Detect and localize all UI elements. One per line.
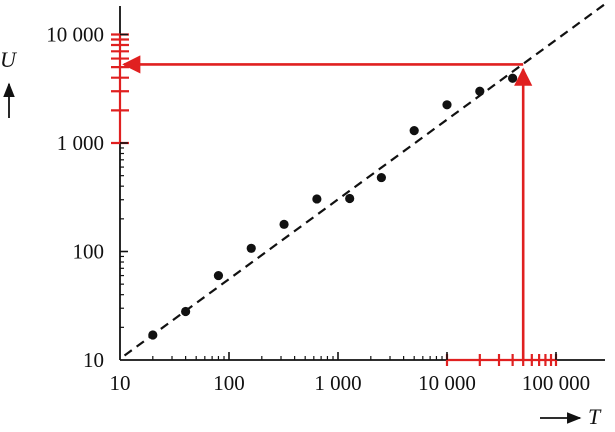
data-point bbox=[409, 126, 419, 136]
y-tick-label: 100 bbox=[73, 240, 105, 264]
x-tick-label: 1 000 bbox=[314, 371, 361, 395]
data-point bbox=[148, 330, 158, 340]
data-point bbox=[442, 100, 452, 110]
y-tick-label: 10 000 bbox=[46, 23, 104, 47]
points-layer bbox=[148, 73, 518, 340]
data-point bbox=[181, 306, 191, 317]
data-point bbox=[279, 219, 289, 229]
tick-layer: 10 100 1 000 10 000 100 000 10 100 1 000 10 000 bbox=[46, 23, 590, 396]
data-point bbox=[213, 270, 224, 281]
data-point bbox=[246, 243, 256, 253]
fit-line bbox=[123, 0, 609, 357]
x-tick-label: 10 bbox=[110, 371, 131, 395]
data-point bbox=[312, 194, 322, 204]
x-tick-label: 10 000 bbox=[418, 371, 476, 395]
data-point bbox=[376, 172, 386, 183]
data-point bbox=[345, 193, 355, 204]
y-tick-label: 1 000 bbox=[57, 131, 104, 155]
y-tick-label: 10 bbox=[83, 348, 104, 372]
y-axis-title: U bbox=[0, 47, 18, 72]
x-tick-label: 100 000 bbox=[522, 371, 590, 395]
fit-layer bbox=[123, 0, 609, 357]
data-point bbox=[508, 73, 518, 83]
x-tick-label: 100 bbox=[213, 371, 245, 395]
x-axis-title: T bbox=[588, 404, 602, 429]
data-point bbox=[475, 86, 485, 96]
